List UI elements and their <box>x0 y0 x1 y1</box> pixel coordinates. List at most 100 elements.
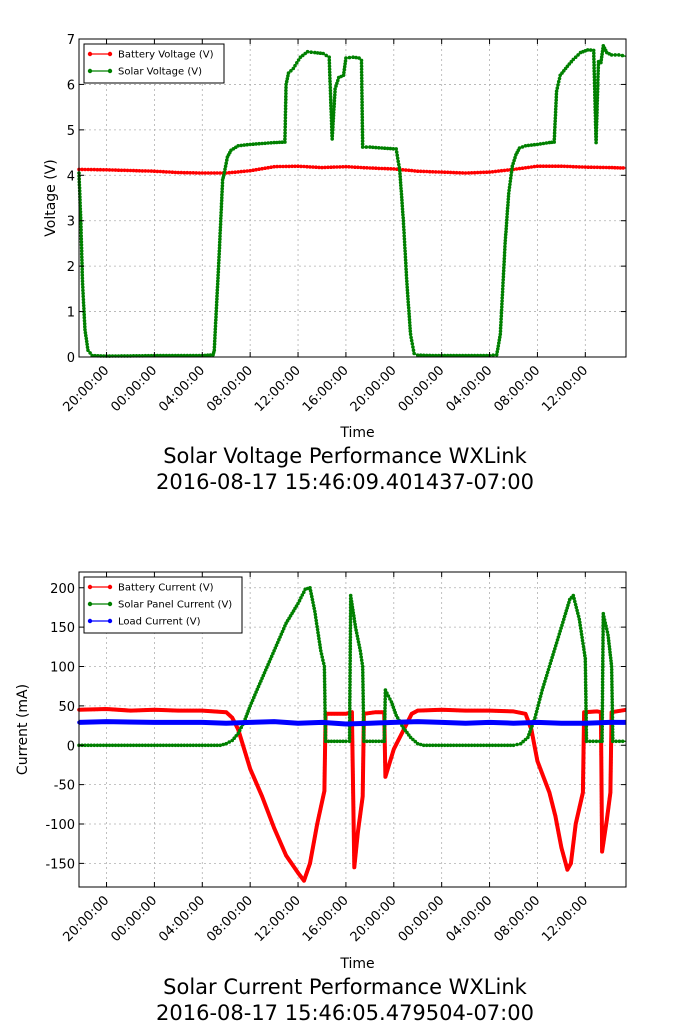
current-series-2-point <box>583 721 588 725</box>
current-series-2-point <box>353 721 357 726</box>
current-series-1-point <box>348 677 352 681</box>
voltage-series-1-point <box>408 329 413 334</box>
current-series-1-point <box>581 641 585 646</box>
voltage-series-0-point <box>496 169 501 173</box>
current-series-1-point <box>361 706 366 711</box>
current-series-1-point <box>320 655 325 659</box>
voltage-series-1-point <box>404 276 409 281</box>
current-series-1-point <box>382 733 387 738</box>
voltage-series-1-point <box>399 189 404 194</box>
voltage-series-1-point <box>594 134 599 139</box>
current-series-2-point <box>155 720 160 725</box>
current-series-1-point <box>255 687 260 692</box>
voltage-series-0-point <box>335 165 339 169</box>
current-series-0-point <box>532 744 537 749</box>
current-series-1-point <box>601 626 605 631</box>
current-series-2-point <box>571 721 576 725</box>
current-series-1-point <box>609 670 614 675</box>
voltage-series-1-point <box>505 206 510 210</box>
current-series-1-point <box>560 623 564 627</box>
current-series-0-point <box>574 819 579 823</box>
voltage-series-1-point <box>331 119 336 124</box>
voltage-series-1-point <box>344 56 348 60</box>
voltage-series-1-point <box>79 240 84 244</box>
current-series-0-point <box>531 739 536 743</box>
current-series-0-point <box>361 756 366 760</box>
voltage-ytick-label: 2 <box>67 260 75 275</box>
voltage-series-1-point <box>333 90 337 94</box>
current-series-1-point <box>582 647 586 652</box>
current-series-1-point <box>583 662 588 667</box>
current-series-0-point <box>609 746 613 750</box>
current-series-1-point <box>254 690 258 694</box>
current-series-1-point <box>575 608 579 613</box>
current-series-1-point <box>583 683 588 687</box>
voltage-series-1-point <box>215 297 219 301</box>
voltage-series-1-point <box>502 253 507 258</box>
voltage-series-1-point <box>217 246 222 250</box>
voltage-series-1-point <box>415 353 420 358</box>
current-series-0-point <box>481 708 486 713</box>
current-series-1-point <box>256 684 261 689</box>
voltage-series-1-point <box>394 147 399 151</box>
current-series-1-point <box>383 709 387 713</box>
current-series-1-point <box>83 743 87 748</box>
current-series-0-point <box>322 774 327 778</box>
current-series-0-point <box>321 792 326 796</box>
current-series-2-point <box>466 721 471 725</box>
voltage-series-0-point <box>577 165 582 169</box>
voltage-series-1-point <box>220 186 224 191</box>
current-series-0-point <box>390 753 394 757</box>
current-series-1-point <box>582 650 587 655</box>
current-series-1-point <box>362 736 366 741</box>
current-chart-title-block: Solar Current Performance WXLink 2016-08… <box>0 974 690 1026</box>
current-series-1-point <box>584 715 588 720</box>
voltage-series-1-point <box>360 103 364 107</box>
voltage-series-0-point <box>125 168 130 173</box>
voltage-series-1-point <box>499 314 504 318</box>
current-series-0-point <box>561 851 565 855</box>
current-series-1-point <box>361 691 365 696</box>
voltage-series-1-point <box>275 140 279 145</box>
current-series-0-point <box>182 708 187 713</box>
voltage-series-1-point <box>404 261 408 265</box>
voltage-series-1-point <box>592 72 597 76</box>
voltage-series-0-point <box>541 164 546 168</box>
voltage-series-1-point <box>79 246 84 250</box>
voltage-series-1-point <box>324 53 329 58</box>
current-series-0-point <box>604 821 609 825</box>
voltage-series-0-point <box>92 167 97 172</box>
voltage-series-1-point <box>594 140 598 145</box>
voltage-ytick-label: 6 <box>67 78 75 93</box>
current-series-1-point <box>323 730 328 735</box>
current-series-2-point <box>430 720 435 724</box>
voltage-series-1-point <box>283 110 288 114</box>
current-series-1-point <box>600 698 605 702</box>
voltage-series-1-point <box>81 291 85 296</box>
current-series-1-point <box>348 620 353 625</box>
voltage-series-1-point <box>216 273 220 277</box>
voltage-series-1-point <box>280 140 285 144</box>
voltage-series-0-point <box>607 165 611 170</box>
current-series-2-point <box>305 721 309 725</box>
current-series-2-point <box>618 720 623 725</box>
current-series-2-point <box>392 720 396 725</box>
voltage-series-1-point <box>213 324 218 329</box>
current-series-2-point <box>176 720 181 725</box>
current-series-0-point <box>572 834 577 838</box>
voltage-series-0-point <box>430 170 435 174</box>
current-series-1-point <box>348 641 353 645</box>
voltage-series-0-point <box>182 170 187 175</box>
current-series-0-point <box>188 708 193 713</box>
voltage-series-1-point <box>406 294 410 298</box>
current-series-0-point <box>600 831 604 836</box>
current-series-2-point <box>284 720 288 725</box>
voltage-series-1-point <box>544 141 549 145</box>
voltage-series-0-point <box>592 165 597 170</box>
current-series-0-point <box>460 708 465 713</box>
current-series-1-point <box>424 743 429 748</box>
voltage-series-0-point <box>95 167 100 172</box>
current-series-2-point <box>338 721 342 726</box>
voltage-series-1-point <box>360 94 364 99</box>
voltage-series-1-point <box>556 79 561 84</box>
